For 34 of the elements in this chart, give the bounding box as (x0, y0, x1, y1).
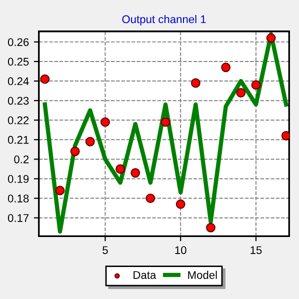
point (176, 199, 186, 209)
point (70, 146, 80, 156)
y-tick-label: 0.24 (8, 77, 29, 86)
y-tick-label: 0.18 (8, 194, 29, 202)
y-tick-label: 0.26 (8, 38, 29, 46)
point (221, 62, 231, 72)
legend-label: Data (134, 271, 156, 279)
point (251, 80, 261, 90)
point (130, 168, 140, 178)
x-tick-label: 5 (102, 246, 108, 254)
y-tick-label: 0.2 (14, 155, 29, 164)
point (190, 78, 200, 88)
point (85, 136, 95, 146)
line-series (42, 32, 288, 234)
point (100, 117, 110, 127)
point (206, 222, 216, 232)
x-tick-label: 15 (250, 246, 262, 254)
legend-label: Model (188, 270, 217, 279)
point (236, 88, 246, 98)
point (40, 74, 50, 84)
point (116, 164, 126, 174)
y-tick-label: 0.17 (8, 214, 29, 222)
y-tick-label: 0.25 (8, 58, 29, 66)
point (146, 194, 156, 204)
y-tick-label: 0.19 (8, 175, 29, 183)
point (55, 186, 65, 196)
y-tick-label: 0.21 (8, 136, 29, 144)
point (160, 117, 170, 127)
y-tick-label: 0.22 (8, 116, 29, 124)
x-tick-label: 10 (175, 246, 186, 254)
point (266, 33, 276, 43)
y-tick-label: 0.23 (8, 96, 29, 105)
chart-title: Output channel 1 (122, 15, 206, 26)
point (281, 131, 290, 140)
